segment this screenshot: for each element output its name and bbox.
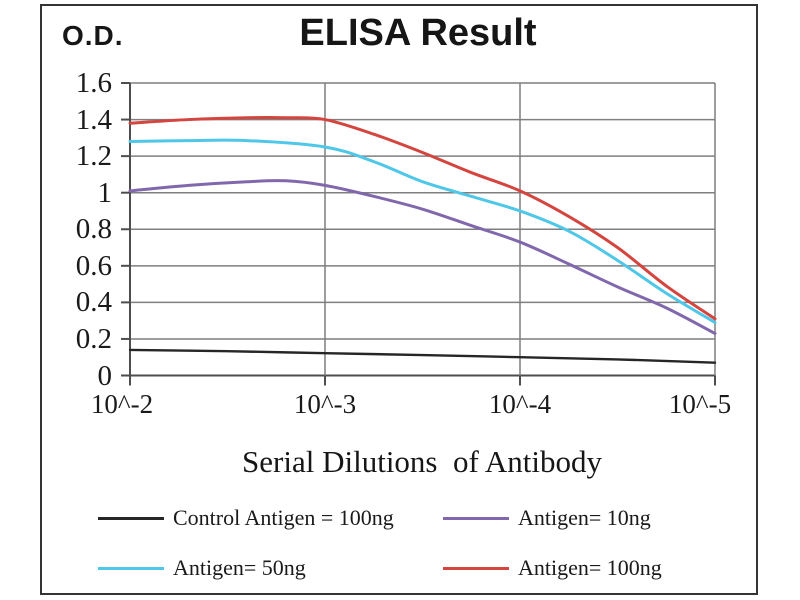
y-tick-label: 0.2 (75, 322, 112, 355)
series-curve-control-antigen-100ng (128, 348, 717, 364)
x-tick-label: 10^-5 (668, 389, 732, 419)
x-tick-label: 10^-4 (488, 389, 552, 419)
legend-line-black (98, 516, 164, 520)
x-tick-label: 10^-2 (90, 389, 154, 419)
y-tick-label: 0.8 (75, 213, 112, 246)
figure-border-frame (40, 4, 758, 595)
series-curve-antigen-10ng (128, 179, 717, 335)
legend-label: Antigen= 50ng (173, 555, 306, 580)
legend-label: Control Antigen = 100ng (173, 505, 394, 530)
chart-title: ELISA Result (299, 12, 537, 54)
x-tick-label: 10^-3 (293, 389, 357, 419)
y-axis-unit-label: O.D. (62, 20, 124, 51)
y-tick-label: 0.4 (75, 286, 112, 319)
y-tick-label: 0 (97, 359, 113, 392)
x-axis-title: Serial Dilutions of Antibody (242, 444, 602, 479)
y-tick-label: 1.4 (75, 103, 112, 136)
y-tick-label: 1 (97, 176, 113, 209)
legend-item-antigen-50ng: Antigen= 50ng (98, 554, 306, 582)
y-tick-label: 0.6 (75, 249, 112, 282)
legend-item-antigen-100ng: Antigen= 100ng (443, 554, 662, 582)
legend-line-red (443, 566, 509, 570)
legend-label: Antigen= 10ng (518, 505, 651, 530)
series-curve-antigen-50ng (128, 138, 717, 324)
y-tick-label: 1.6 (75, 67, 112, 99)
legend-line-purple (443, 516, 509, 520)
legend-line-cyan (98, 566, 164, 570)
y-tick-label: 1.2 (75, 140, 112, 173)
legend-item-control-antigen-100ng: Control Antigen = 100ng (98, 504, 394, 532)
legend-label: Antigen= 100ng (518, 555, 662, 580)
series-curve-antigen-100ng (128, 116, 717, 321)
legend-item-antigen-10ng: Antigen= 10ng (443, 504, 651, 532)
